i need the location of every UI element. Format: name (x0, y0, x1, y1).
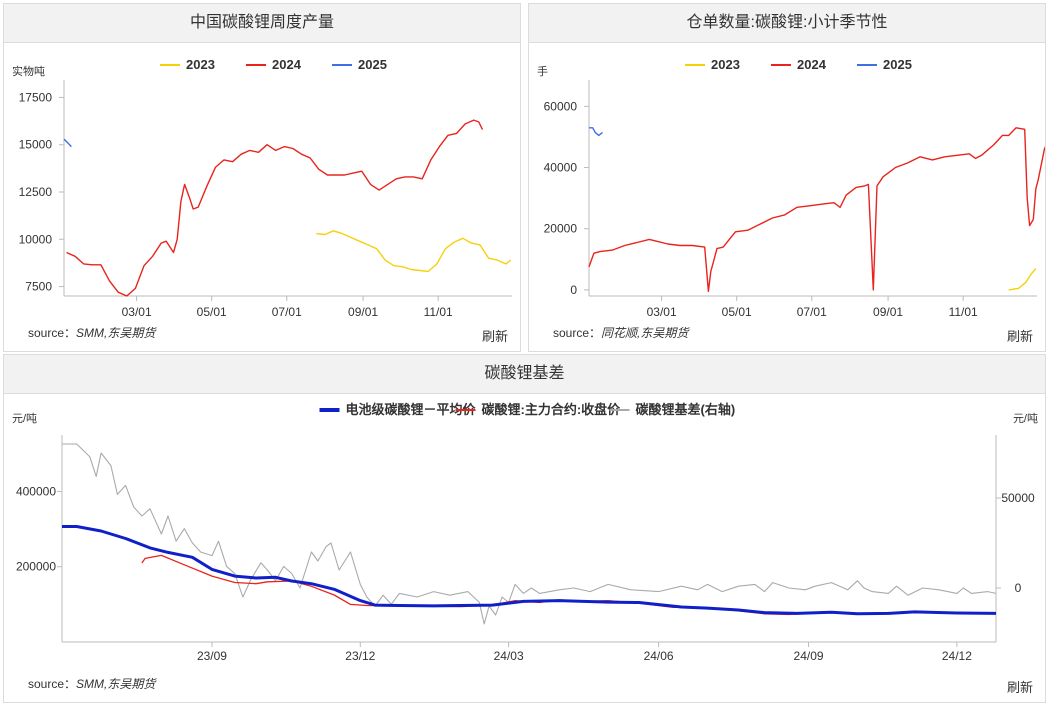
legend-label: 2024 (272, 57, 302, 72)
source-note: source：SMM,东吴期货 (28, 675, 155, 692)
y-tick-label-left: 400000 (16, 484, 56, 498)
basis-chart: 电池级碳酸锂－平均价 碳酸锂:主力合约:收盘价 碳酸锂基差(右轴) 元/吨 元/吨 200… (12, 402, 1038, 663)
warrant-chart: 2023 2024 2025 手 0 20000 40000 60000 03/01 05/01 0… (537, 57, 1045, 319)
y-axis-unit: 手 (537, 64, 548, 78)
legend-label: 2025 (358, 57, 387, 72)
refresh-button[interactable]: 刷新 (1006, 329, 1033, 344)
x-tick-label: 07/01 (272, 305, 302, 319)
x-tick-label: 23/09 (197, 649, 227, 663)
production-chart: 2023 2024 2025 实物吨 7500 10000 12500 15000 17500 0… (12, 57, 512, 319)
y-tick-label: 7500 (25, 280, 52, 294)
series-line-0 (62, 525, 997, 616)
y-tick-label-left: 200000 (16, 560, 56, 574)
y-tick-label-right: 50000 (1001, 491, 1035, 505)
x-tick-label: 03/01 (122, 305, 152, 319)
legend-label: 电池级碳酸锂－平均价 (346, 402, 477, 417)
x-tick-label: 09/01 (873, 305, 903, 319)
refresh-button[interactable]: 刷新 (1006, 680, 1033, 695)
y-tick-label: 12500 (19, 185, 53, 199)
panel-title: 中国碳酸锂周度产量 (4, 4, 520, 43)
y-tick-label: 17500 (19, 90, 53, 104)
x-tick-label: 03/01 (647, 305, 677, 319)
series-line-2 (62, 443, 997, 625)
legend-label: 2025 (883, 57, 912, 72)
source-label: source： (553, 326, 602, 340)
source-value: SMM,东吴期货 (76, 326, 156, 340)
source-note: source：SMM,东吴期货 (28, 324, 155, 341)
legend-label: 2024 (797, 57, 827, 72)
series-line-2024 (66, 119, 484, 297)
y-tick-label: 0 (570, 283, 577, 297)
panel-title: 碳酸锂基差 (4, 355, 1045, 394)
y-axis-unit-right: 元/吨 (1013, 412, 1038, 425)
x-tick-label: 24/09 (794, 649, 824, 663)
source-value: 同花顺,东吴期货 (601, 326, 689, 340)
series-line-2025 (589, 127, 603, 137)
x-tick-label: 07/01 (797, 305, 827, 319)
source-value: SMM,东吴期货 (76, 677, 156, 691)
y-tick-label: 20000 (544, 222, 578, 236)
legend-label: 2023 (186, 57, 215, 72)
legend-label: 2023 (711, 57, 740, 72)
legend-label: 碳酸锂基差(右轴) (636, 402, 736, 417)
x-tick-label: 24/03 (494, 649, 524, 663)
refresh-button[interactable]: 刷新 (481, 329, 508, 344)
source-label: source： (28, 326, 77, 340)
x-tick-label: 24/06 (644, 649, 674, 663)
x-tick-label: 05/01 (197, 305, 227, 319)
y-tick-label: 40000 (544, 161, 578, 175)
source-label: source： (28, 677, 77, 691)
y-tick-label: 10000 (19, 232, 53, 246)
y-axis-unit: 实物吨 (12, 64, 45, 78)
y-tick-label: 60000 (544, 99, 578, 113)
x-tick-label: 05/01 (722, 305, 752, 319)
basis-chart-panel: 碳酸锂基差 电池级碳酸锂－平均价 碳酸锂:主力合约:收盘价 碳酸锂基差(右轴) 元/吨… (3, 354, 1046, 703)
x-tick-label: 11/01 (424, 305, 453, 319)
legend-label: 碳酸锂:主力合约:收盘价 (482, 402, 622, 417)
series-line-2023 (1008, 268, 1037, 291)
y-tick-label-right: 0 (1015, 581, 1022, 595)
y-tick-label: 15000 (19, 138, 53, 152)
series-line-2024 (588, 127, 1045, 293)
production-chart-panel: 中国碳酸锂周度产量 2023 2024 2025 实物吨 7500 10000 12500 1… (3, 3, 521, 352)
source-note: source：同花顺,东吴期货 (553, 324, 688, 341)
x-tick-label: 11/01 (949, 305, 978, 319)
series-line-2025 (63, 138, 72, 148)
y-axis-unit-left: 元/吨 (12, 412, 37, 425)
warrant-chart-panel: 仓单数量:碳酸锂:小计季节性 2023 2024 2025 手 0 20000 40000 6… (528, 3, 1046, 352)
panel-title: 仓单数量:碳酸锂:小计季节性 (529, 4, 1045, 43)
x-tick-label: 23/12 (345, 649, 375, 663)
series-line-1 (141, 554, 997, 616)
x-tick-label: 24/12 (942, 649, 972, 663)
x-tick-label: 09/01 (348, 305, 378, 319)
series-line-2023 (316, 230, 512, 273)
